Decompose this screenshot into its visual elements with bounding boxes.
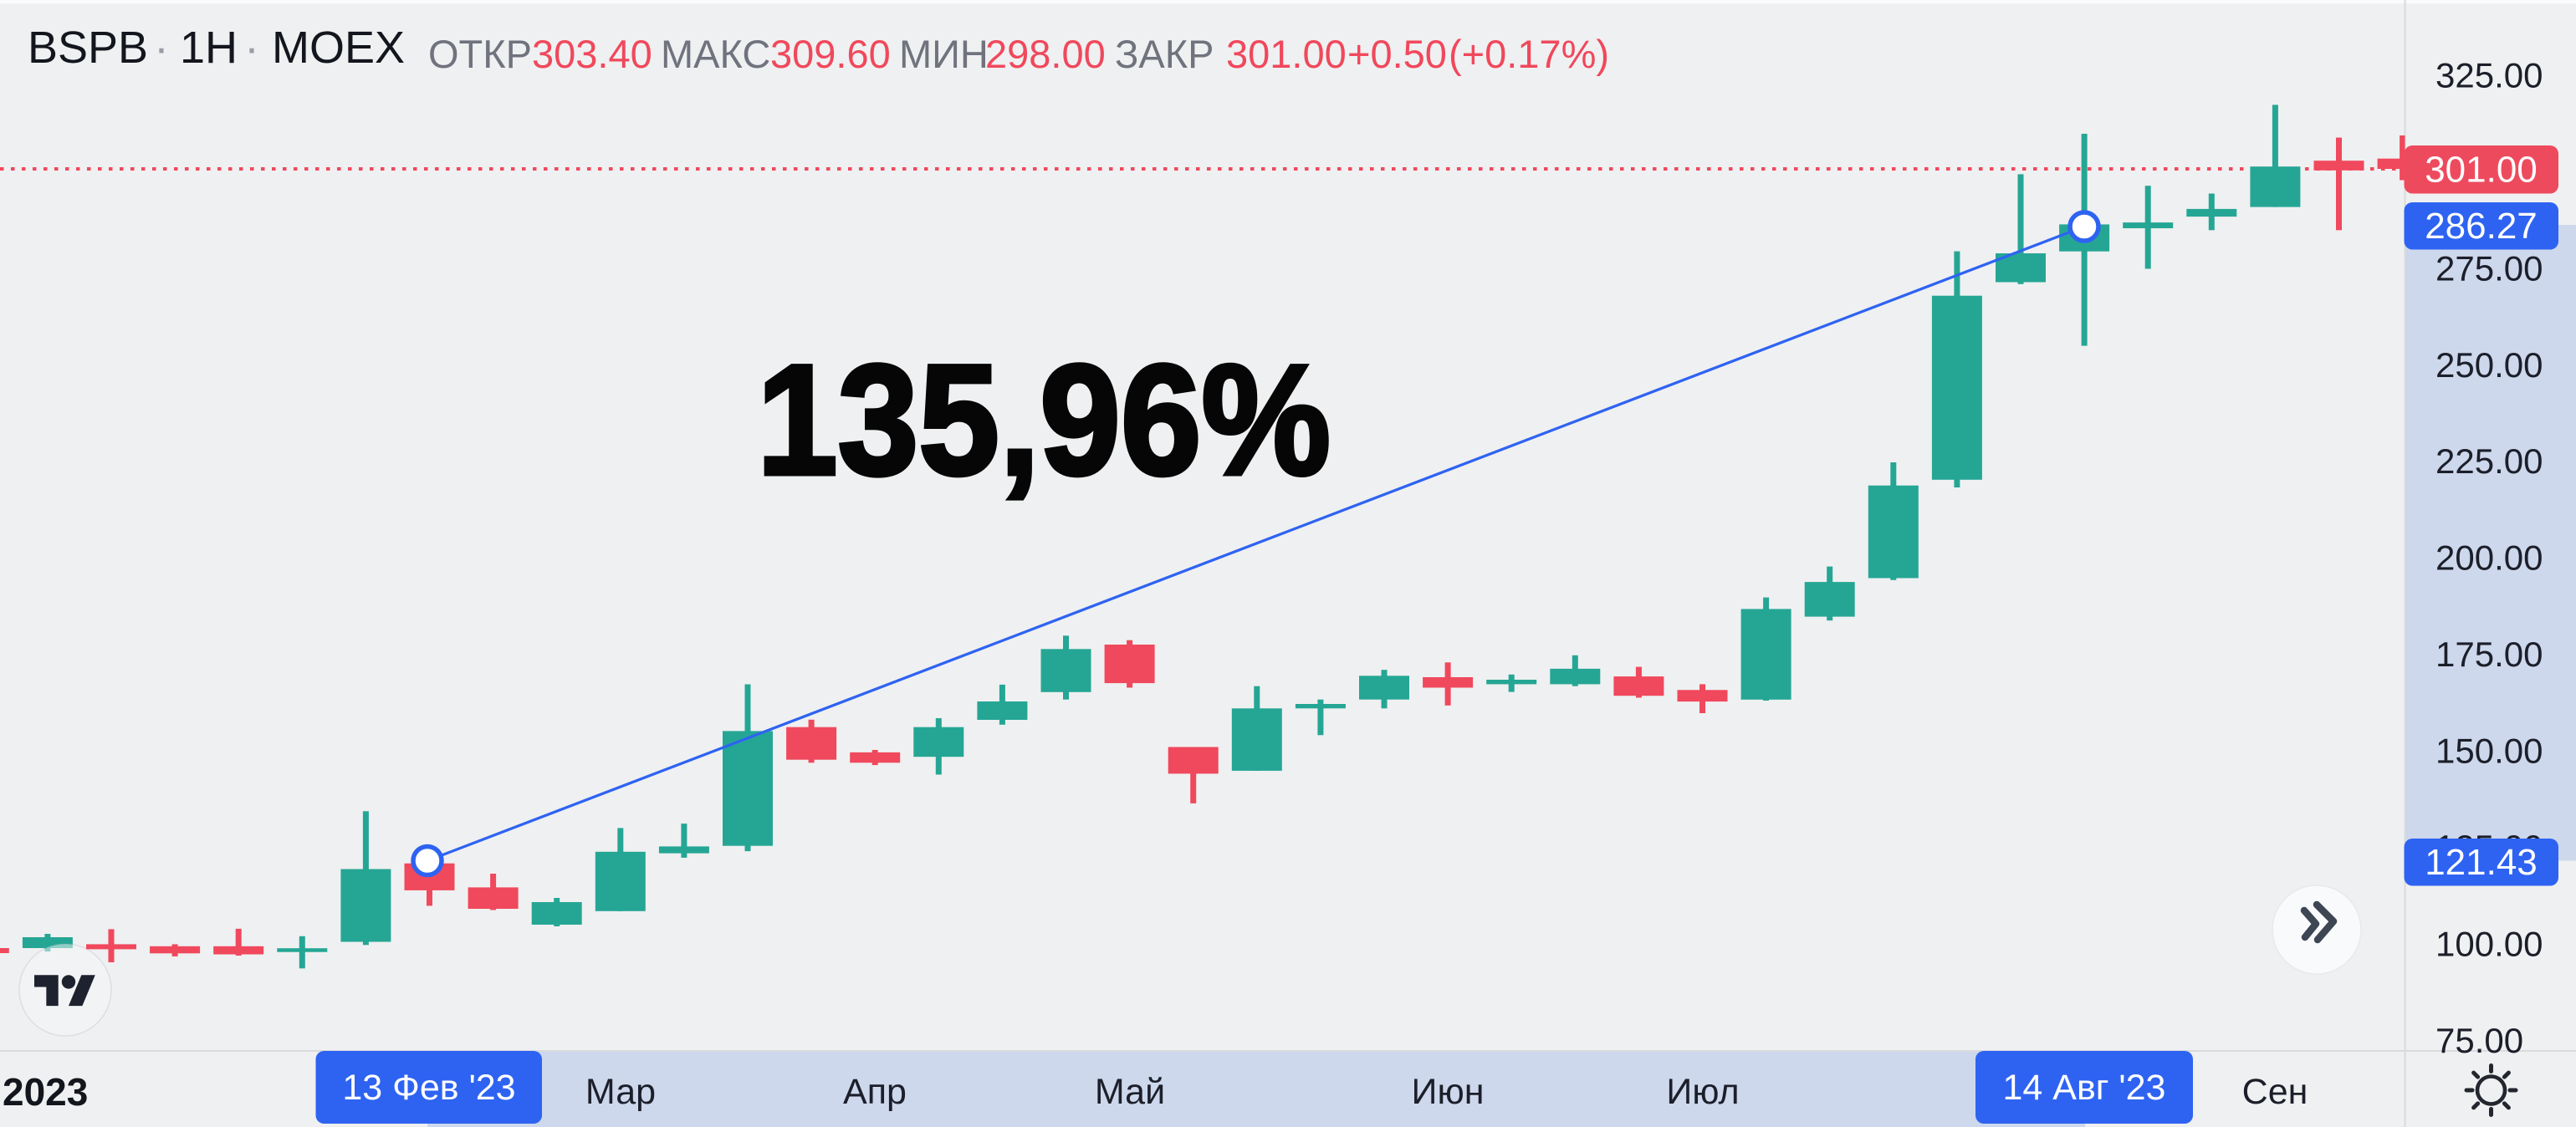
svg-text:Май: Май [1095,1072,1165,1112]
svg-text:ОТКР: ОТКР [428,32,532,76]
svg-text:100.00: 100.00 [2435,924,2543,963]
svg-text:303.40: 303.40 [532,32,652,76]
svg-text:275.00: 275.00 [2435,248,2543,288]
svg-text:298.00: 298.00 [985,32,1106,76]
svg-text:286.27: 286.27 [2425,206,2538,247]
svg-text:2023: 2023 [3,1070,88,1114]
svg-text:Апр: Апр [843,1072,907,1112]
svg-text:135,96%: 135,96% [757,332,1331,507]
svg-text:ЗАКР: ЗАКР [1115,32,1214,76]
svg-text:BSPB: BSPB [28,23,148,73]
svg-text:309.60: 309.60 [770,32,891,76]
svg-text:MOEX: MOEX [272,23,405,73]
svg-text:·: · [154,23,169,73]
svg-text:Мар: Мар [585,1072,656,1112]
svg-text:·: · [244,23,259,73]
svg-text:301.00: 301.00 [2425,150,2538,191]
svg-text:301.00: 301.00 [1226,32,1347,76]
svg-text:225.00: 225.00 [2435,441,2543,481]
svg-text:75.00: 75.00 [2435,1021,2523,1060]
svg-text:14 Авг '23: 14 Авг '23 [2003,1068,2166,1108]
svg-text:150.00: 150.00 [2435,732,2543,771]
svg-text:Июл: Июл [1666,1072,1739,1112]
svg-text:13 Фев '23: 13 Фев '23 [342,1068,515,1108]
svg-text:(+0.17%): (+0.17%) [1449,32,1609,76]
svg-text:175.00: 175.00 [2435,635,2543,674]
svg-text:325.00: 325.00 [2435,56,2543,95]
svg-text:200.00: 200.00 [2435,538,2543,578]
svg-text:+0.50: +0.50 [1347,32,1447,76]
svg-text:1H: 1H [180,23,238,73]
svg-text:250.00: 250.00 [2435,345,2543,385]
svg-text:Июн: Июн [1412,1072,1485,1112]
svg-text:МАКС: МАКС [661,32,770,76]
svg-text:МИН: МИН [899,32,989,76]
svg-text:121.43: 121.43 [2425,842,2538,883]
svg-text:Сен: Сен [2242,1072,2308,1112]
